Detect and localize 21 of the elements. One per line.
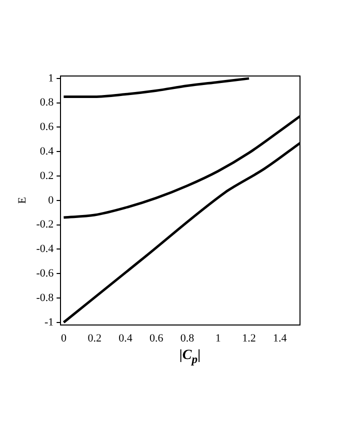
x-tick-label: 1 bbox=[215, 332, 221, 344]
y-tick-label: 0 bbox=[48, 194, 54, 206]
x-tick-label: 1.4 bbox=[273, 332, 288, 344]
y-tick-label: -0.2 bbox=[36, 218, 54, 231]
x-tick-label: 0 bbox=[60, 332, 67, 344]
y-axis-title: E bbox=[16, 196, 28, 204]
y-tick-label: -0.8 bbox=[36, 292, 54, 304]
y-tick-label: 0.4 bbox=[40, 146, 54, 158]
y-tick-label: -0.6 bbox=[36, 267, 54, 280]
y-tick-label: 0.2 bbox=[40, 170, 54, 182]
y-tick-label: 0.6 bbox=[40, 121, 54, 134]
y-tick-label: 0.8 bbox=[40, 96, 54, 109]
x-tick-label: 0.2 bbox=[88, 332, 102, 344]
y-tick-label: -1 bbox=[44, 316, 54, 328]
x-tick-label: 1.2 bbox=[242, 332, 256, 344]
x-tick-label: 0.8 bbox=[180, 332, 195, 344]
x-axis-title: |C$_{p}$| bbox=[178, 348, 202, 366]
x-tick-label: 0.6 bbox=[149, 332, 164, 344]
y-tick-label: -0.4 bbox=[36, 243, 54, 256]
x-tick-label: 0.4 bbox=[118, 332, 133, 344]
y-tick-label: 1 bbox=[48, 72, 54, 84]
